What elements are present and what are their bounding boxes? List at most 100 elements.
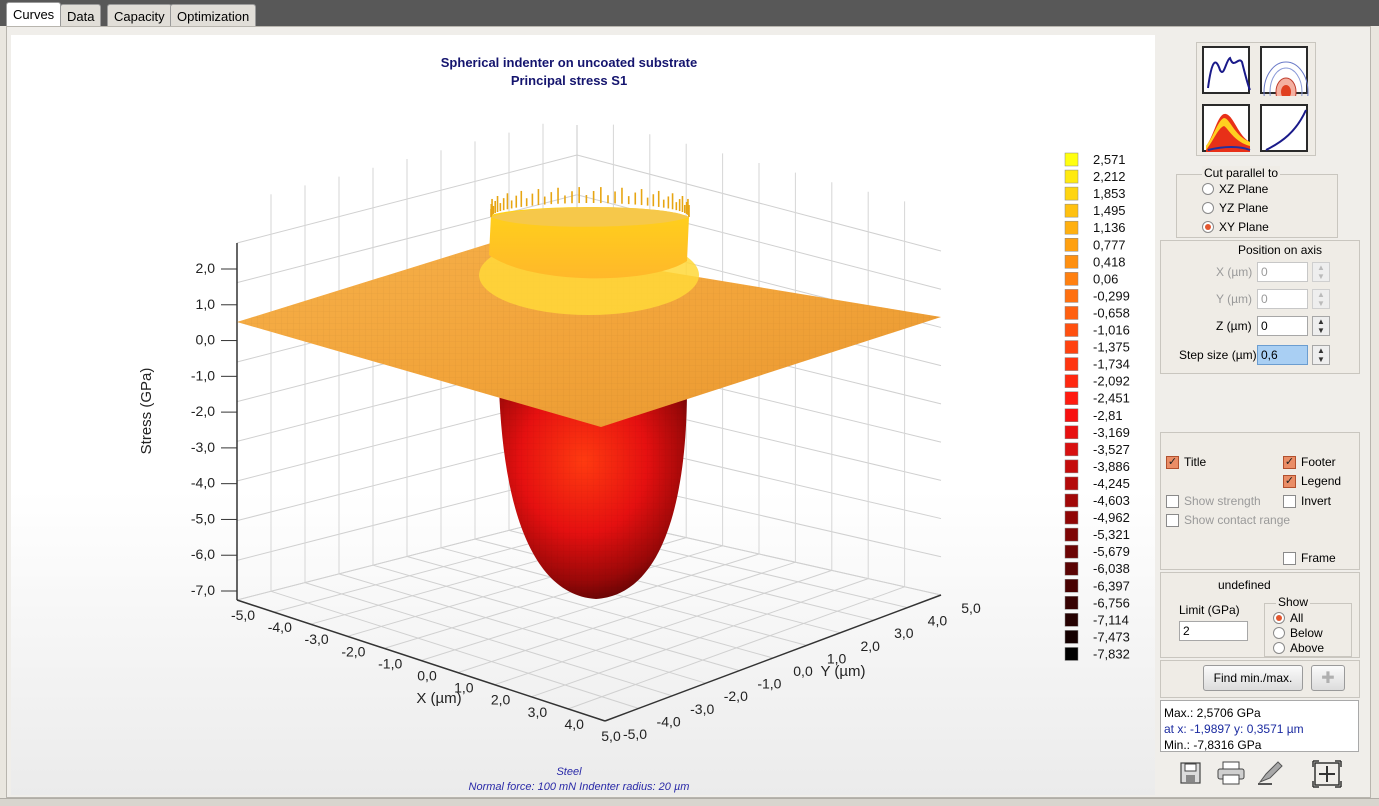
line-curve-icon[interactable]	[1202, 46, 1251, 94]
step-size-input[interactable]: 0,6	[1257, 345, 1308, 365]
z-tick-label: -2,0	[191, 403, 215, 419]
tab-bar: Curves Data Capacity Optimization	[0, 0, 1379, 26]
find-min-max-button[interactable]: Find min./max.	[1203, 665, 1303, 691]
legend-label: -5,679	[1093, 544, 1130, 559]
y-axis-line	[604, 594, 942, 722]
legend-label: -0,299	[1093, 288, 1130, 303]
legend-swatch	[1064, 544, 1079, 559]
tab-data[interactable]: Data	[60, 4, 102, 26]
zoom-fit-icon[interactable]	[1312, 760, 1342, 788]
legend-swatch	[1064, 476, 1079, 491]
checkbox-title[interactable]: ✓ Title	[1166, 455, 1206, 469]
legend-label: -2,092	[1093, 374, 1130, 389]
info-location: at x: -1,9897 y: 0,3571 µm	[1164, 722, 1304, 736]
legend-swatch	[1064, 647, 1079, 661]
y-spinner[interactable]: ▲ ▼	[1312, 289, 1330, 309]
radio-show-above[interactable]: Above	[1273, 641, 1324, 655]
rising-curve-icon[interactable]	[1260, 104, 1308, 152]
z-label: Z (µm)	[1216, 319, 1252, 333]
plot-area[interactable]: Spherical indenter on uncoated substrate…	[11, 35, 1155, 795]
tab-optimization[interactable]: Optimization	[170, 4, 257, 26]
z-tick-label: -5,0	[191, 510, 215, 526]
chart-title: Spherical indenter on uncoated substrate	[441, 55, 697, 70]
legend-swatch	[1064, 459, 1079, 474]
y-input[interactable]: 0	[1257, 289, 1308, 309]
z-input[interactable]: 0	[1257, 316, 1308, 336]
legend-label: -6,756	[1093, 595, 1130, 610]
radio-xz-plane[interactable]: XZ Plane	[1202, 182, 1268, 196]
checkbox-frame[interactable]: Frame	[1283, 551, 1336, 565]
print-icon[interactable]	[1216, 760, 1246, 786]
legend-label: -6,038	[1093, 561, 1130, 576]
floor-grid-line	[406, 556, 774, 659]
radio-xy-plane[interactable]: XY Plane	[1202, 220, 1269, 234]
checkbox-footer[interactable]: ✓ Footer	[1283, 455, 1336, 469]
legend-swatch	[1064, 289, 1079, 303]
legend-swatch	[1064, 613, 1079, 627]
main-panel: Spherical indenter on uncoated substrate…	[6, 26, 1371, 798]
add-marker-button[interactable]: ✚	[1311, 665, 1345, 691]
z-tick-label: 0,0	[196, 332, 216, 348]
x-tick-label: -4,0	[268, 619, 292, 635]
x-tick-label: -1,0	[378, 655, 402, 671]
legend-swatch	[1064, 357, 1079, 371]
surface-3d-icon[interactable]	[1202, 104, 1251, 152]
legend-label: -6,397	[1093, 578, 1130, 593]
step-size-spinner[interactable]: ▲ ▼	[1312, 345, 1330, 365]
tab-curves[interactable]: Curves	[6, 2, 62, 26]
legend-label: -2,81	[1093, 408, 1123, 423]
x-input[interactable]: 0	[1257, 262, 1308, 282]
legend-label: -0,658	[1093, 305, 1130, 320]
legend-label: 1,853	[1093, 186, 1126, 201]
legend-label: -7,832	[1093, 646, 1130, 661]
check-box	[1283, 494, 1296, 508]
legend-label: 1,495	[1093, 203, 1126, 218]
y-tick-label: 3,0	[894, 625, 914, 641]
legend-swatch	[1064, 374, 1079, 388]
surface-chart[interactable]: Spherical indenter on uncoated substrate…	[11, 35, 1155, 795]
y-tick-label: -2,0	[724, 688, 748, 704]
floor-grid-line	[457, 561, 796, 674]
legend-swatch	[1064, 579, 1079, 593]
radio-show-below[interactable]: Below	[1273, 626, 1323, 640]
legend-swatch	[1064, 306, 1079, 320]
limit-label: Limit (GPa)	[1179, 603, 1240, 617]
x-tick-label: -2,0	[341, 643, 365, 659]
x-spinner[interactable]: ▲ ▼	[1312, 262, 1330, 282]
bowl-mesh	[499, 387, 687, 599]
checkbox-show-strength[interactable]: Show strength	[1166, 494, 1261, 508]
y-tick-label: -1,0	[757, 676, 781, 692]
radio-yz-plane[interactable]: YZ Plane	[1202, 201, 1268, 215]
x-tick-label: 5,0	[601, 728, 621, 744]
x-axis-line	[236, 599, 606, 722]
contour-map-icon[interactable]	[1260, 46, 1309, 96]
legend-swatch	[1064, 425, 1079, 440]
save-icon[interactable]	[1180, 760, 1202, 786]
z-spinner[interactable]: ▲ ▼	[1312, 316, 1330, 336]
edit-pen-icon[interactable]	[1256, 760, 1286, 786]
legend-label: -1,734	[1093, 357, 1130, 372]
radio-label: YZ Plane	[1219, 201, 1269, 215]
legend-swatch	[1064, 186, 1079, 201]
radio-show-all[interactable]: All	[1273, 611, 1303, 625]
legend-swatch	[1064, 596, 1079, 610]
x-tick-label: -3,0	[305, 631, 329, 647]
x-tick-label: 3,0	[528, 704, 548, 720]
color-legend: 2,571 2,212 1,853 1,495 1,136 0,777 0,418 0,06 -…	[1064, 152, 1130, 661]
legend-swatch	[1064, 391, 1079, 405]
legend-swatch	[1064, 561, 1079, 576]
floor-grid-line	[440, 547, 807, 646]
legend-label: -3,527	[1093, 442, 1130, 457]
legend-swatch	[1064, 152, 1079, 167]
checkbox-show-contact-range[interactable]: Show contact range	[1166, 513, 1290, 527]
radio-label: XY Plane	[1219, 220, 1269, 234]
checkbox-invert[interactable]: Invert	[1283, 494, 1331, 508]
legend-label: 1,136	[1093, 220, 1126, 235]
info-min: Min.: -7,8316 GPa	[1164, 738, 1262, 752]
checkbox-legend[interactable]: ✓ Legend	[1283, 474, 1341, 488]
min-max-info: Max.: 2,5706 GPa at x: -1,9897 y: 0,3571…	[1160, 700, 1359, 752]
floor-grid-line	[494, 569, 832, 686]
x-axis-label: X (µm)	[416, 690, 461, 707]
tab-capacity[interactable]: Capacity	[107, 4, 172, 26]
limit-input[interactable]: 2	[1179, 621, 1248, 641]
